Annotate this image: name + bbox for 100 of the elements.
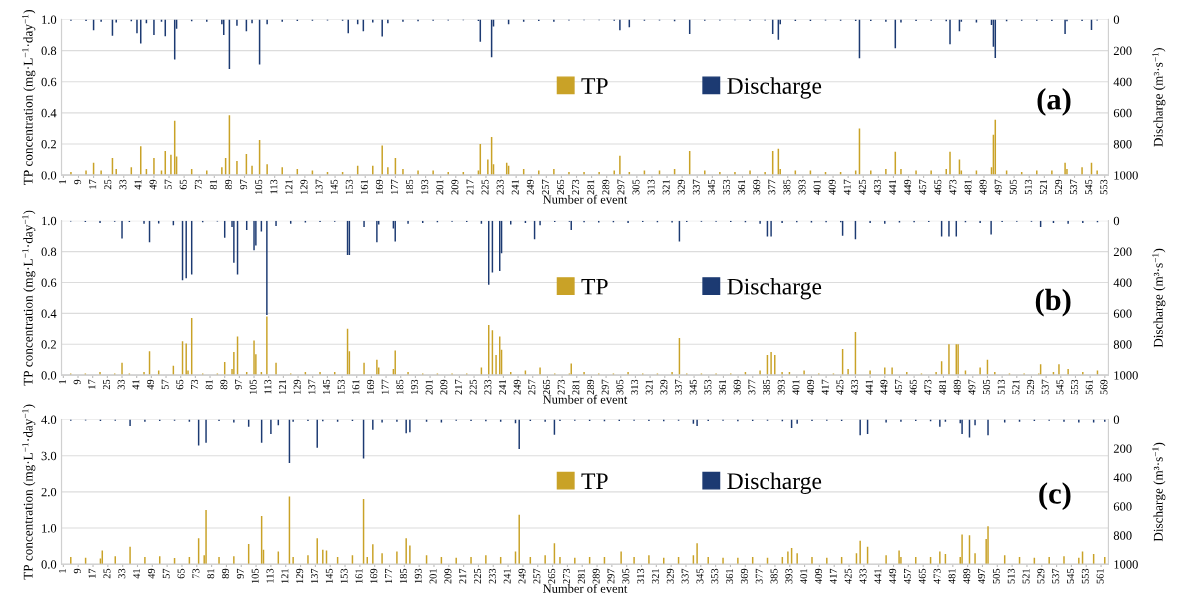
x-tick-label: 121 [285,179,293,194]
x-tick-label: 545 [1056,379,1064,395]
x-tick-label: 481 [964,179,972,195]
x-tick-label: 265 [543,379,551,395]
x-tick-label: 305 [632,179,640,195]
x-tick-label: 409 [814,568,823,584]
x-tick-label: 545 [1067,568,1075,584]
x-tick-label: 41 [134,179,142,190]
x-tick-label: 281 [587,179,595,195]
x-tick-label: 529 [1037,568,1045,584]
x-tick-label: 489 [963,568,971,584]
x-tick-label: 345 [696,568,704,584]
y-tick-label: 1.0 [42,524,57,533]
x-tick-label: 89 [222,568,230,579]
x-tick-label: 473 [949,179,957,195]
x-tick-label: 457 [919,179,927,195]
x-tick-label: 521 [1022,569,1030,584]
x-tick-label: 449 [904,179,912,195]
x-tick-label: 97 [234,379,242,390]
x-tick-label: 265 [557,179,565,195]
x-tick-label: 361 [726,569,734,584]
x-tick-label: 385 [763,379,771,395]
x-tick-label: 273 [572,179,580,195]
x-tick-label: 225 [474,568,482,584]
x-tick-label: 409 [807,379,815,395]
x-tick-label: 169 [375,179,383,194]
x-tick-label: 297 [607,568,615,584]
x-tick-label: 553 [1100,179,1108,195]
x-tick-label: 537 [1070,179,1078,195]
x-tick-label: 473 [924,379,932,395]
x-tick-label: 377 [755,568,763,584]
x-tick-label: 465 [918,568,926,584]
x-tick-label: 233 [488,568,496,584]
y2-tick-label: 1000 [1114,171,1138,180]
y-axis-title: TP concentration (mg·L$^{−1}$·day$^{−1}$) [22,9,36,185]
x-tick-label: 217 [466,179,474,195]
y2-axis-title: Discharge (m³·s$^{−1}$) [1152,248,1166,348]
x-tick-label: 513 [1024,179,1032,195]
x-tick-label: 217 [455,379,462,395]
x-tick-label: 105 [255,179,263,194]
x-tick-label: 9 [73,568,81,574]
y-tick-label: 1.0 [42,15,57,24]
x-tick-label: 89 [220,379,228,390]
x-tick-label: 361 [738,179,746,195]
y-tick-label: 1.0 [42,216,57,226]
x-tick-label: 329 [666,568,674,584]
x-tick-label: 209 [440,379,448,395]
x-tick-label: 9 [74,179,82,185]
legend-label: Discharge [727,77,822,99]
x-tick-label: 449 [889,568,897,584]
x-tick-label: 137 [308,379,316,395]
x-tick-label: 137 [315,179,323,194]
x-tick-label: 497 [978,568,986,584]
x-tick-label: 233 [496,179,504,195]
x-tick-label: 505 [983,379,991,395]
y-tick-label: 2.0 [41,487,57,497]
x-tick-label: 465 [909,379,917,395]
y2-axis-title: Discharge (m³·s$^{−1}$) [1152,48,1166,147]
x-tick-label: 153 [337,379,345,395]
x-tick-label: 337 [681,568,689,584]
x-tick-label: 33 [119,179,127,190]
x-tick-label: 281 [577,569,585,584]
x-tick-label: 313 [647,179,655,195]
x-tick-label: 9 [73,379,81,385]
x-tick-label: 201 [429,569,437,584]
x-tick-label: 121 [278,379,286,395]
x-tick-label: 553 [1081,568,1089,584]
x-tick-label: 473 [933,568,941,584]
x-tick-label: 305 [616,379,624,395]
y2-tick-label: 0 [1113,216,1120,226]
x-tick-label: 97 [236,568,244,579]
x-tick-label: 1 [58,379,66,384]
x-tick-label: 161 [352,379,360,395]
x-tick-label: 25 [103,568,111,579]
x-tick-label: 217 [459,568,467,584]
x-tick-label: 417 [821,379,829,395]
x-tick-label: 81 [209,179,217,190]
x-tick-label: 289 [602,179,610,195]
legend-label: TP [581,78,608,94]
y2-tick-label: 800 [1113,531,1132,540]
x-tick-label: 529 [1027,379,1035,395]
x-tick-label: 177 [381,379,389,395]
y-tick-label: 4.0 [41,415,57,425]
x-tick-label: 49 [149,179,157,190]
x-tick-label: 65 [177,568,185,579]
x-tick-label: 129 [296,568,304,584]
x-tick-label: 569 [1100,379,1108,395]
y2-tick-label: 400 [1113,278,1132,287]
x-tick-label: 225 [469,379,477,395]
x-tick-label: 481 [939,379,947,395]
x-tick-label: 345 [689,379,697,395]
x-tick-label: 105 [251,568,259,584]
x-tick-label: 17 [89,179,97,189]
x-tick-label: 169 [370,568,378,584]
x-axis-title: Number of event [543,194,628,204]
x-tick-label: 561 [1096,569,1104,584]
x-tick-label: 457 [903,568,911,584]
y-tick-label: 0.6 [41,278,57,287]
y2-tick-label: 200 [1113,247,1132,257]
y-tick-label: 0.6 [41,77,57,87]
